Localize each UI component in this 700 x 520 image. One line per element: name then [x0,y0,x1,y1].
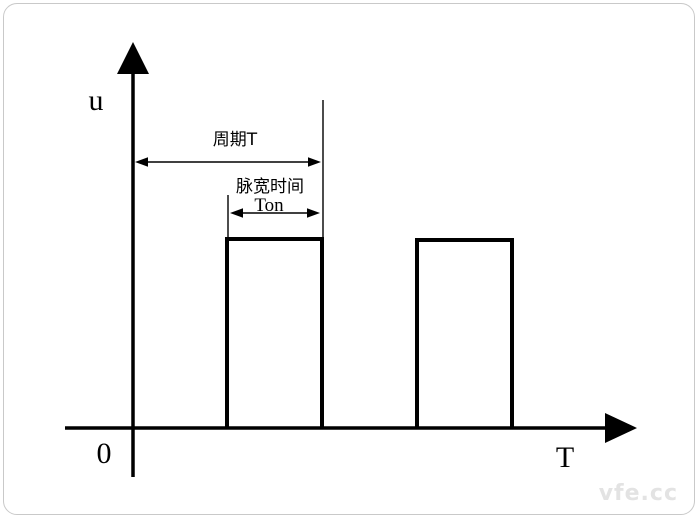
watermark-text: vfe.cc [599,481,678,506]
period-dimension-arrow [135,157,321,167]
pulse-width-dimension-arrow [230,208,320,218]
period-arrow-left-head-icon [135,157,148,167]
y-axis-arrowhead-icon [117,42,149,74]
pulse-width-arrow-left-head-icon [230,208,243,218]
period-label: 周期T [213,130,258,150]
y-axis-label: u [89,84,104,117]
pulse-2 [415,238,514,428]
pulse-width-arrow-right-head-icon [307,208,320,218]
x-axis-arrowhead-icon [605,413,637,443]
pulse-width-label-line1: 脉宽时间 [236,177,304,197]
period-arrow-right-head-icon [308,157,321,167]
origin-label: 0 [97,437,112,470]
x-axis-label: T [556,441,574,474]
pulse-width-label-line2: Ton [254,195,284,216]
pulse-1 [225,237,324,428]
